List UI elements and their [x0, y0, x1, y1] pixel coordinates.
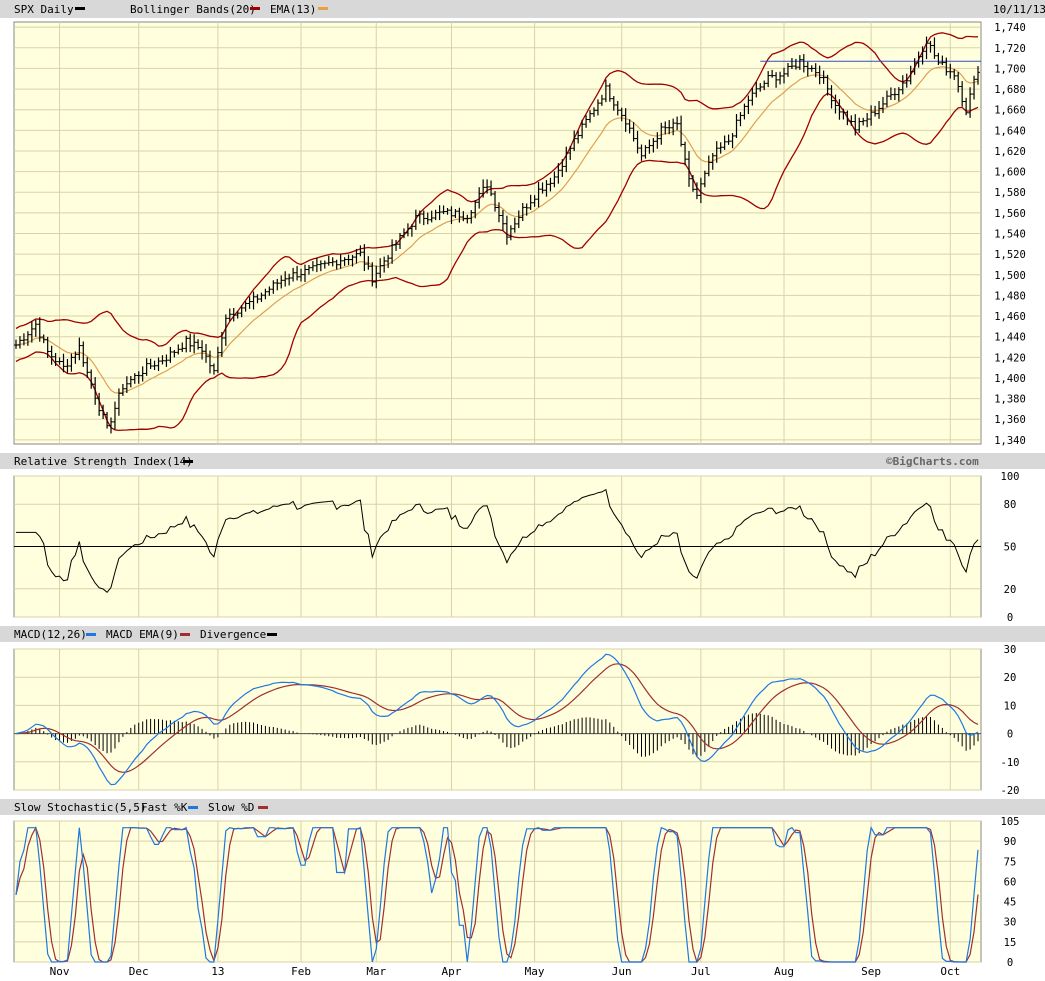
y-tick-label: 20	[1004, 672, 1017, 684]
bollinger-upper-line	[15, 32, 979, 347]
y-tick-label: 1,460	[994, 311, 1026, 323]
y-tick-label: 1,580	[994, 187, 1026, 199]
y-tick-label: 1,360	[994, 414, 1026, 426]
divergence-label: Divergence	[200, 628, 266, 641]
y-tick-label: 1,620	[994, 146, 1026, 158]
chart-marks: Nov Dec 13 Feb Mar Apr May Jun Jul Aug Sep Oct 1,340…	[14, 22, 1026, 978]
fastk-label: Fast %K	[141, 801, 188, 814]
bollinger-lower-line	[15, 92, 979, 432]
y-tick-label: 1,720	[994, 43, 1026, 55]
bollinger-label: Bollinger Bands(20)	[130, 3, 256, 16]
y-tick-label: 1,480	[994, 290, 1026, 302]
macd-ema-swatch	[180, 633, 190, 636]
slowd-swatch	[258, 806, 268, 809]
macd-panel	[13, 648, 982, 791]
y-tick-label: 0	[1007, 612, 1013, 624]
macd-line	[15, 653, 979, 786]
y-tick-label: 1,740	[994, 22, 1026, 34]
y-tick-label: 100	[1001, 471, 1020, 483]
y-tick-label: 45	[1004, 897, 1017, 909]
y-tick-label: 105	[1001, 816, 1020, 828]
slow-d-line	[15, 826, 979, 964]
month-label: Jun	[612, 965, 632, 978]
y-tick-label: -10	[1001, 757, 1020, 769]
month-label: Aug	[774, 965, 794, 978]
stoch-label: Slow Stochastic(5,5)	[14, 801, 146, 814]
y-tick-label: 1,440	[994, 332, 1026, 344]
y-tick-label: 15	[1004, 937, 1017, 949]
y-tick-label: 75	[1004, 856, 1017, 868]
price-panel	[13, 21, 982, 445]
symbol-label: SPX Daily	[14, 3, 74, 16]
month-label: Oct	[940, 965, 960, 978]
macd-label: MACD(12,26)	[14, 628, 87, 641]
y-tick-label: 1,540	[994, 229, 1026, 241]
y-tick-label: 1,340	[994, 435, 1026, 447]
y-tick-label: 90	[1004, 836, 1017, 848]
y-tick-label: 0	[1007, 957, 1013, 969]
bollinger-swatch	[250, 7, 260, 10]
y-tick-label: 50	[1004, 542, 1017, 554]
price-legend-swatch	[75, 7, 85, 10]
y-tick-label: 1,420	[994, 352, 1026, 364]
macd-panel-header	[0, 626, 1045, 642]
y-tick-label: 1,680	[994, 84, 1026, 96]
y-tick-label: 30	[1004, 917, 1017, 929]
fast-k-line	[15, 825, 979, 963]
y-tick-label: 1,660	[994, 105, 1026, 117]
y-tick-label: 60	[1004, 876, 1017, 888]
y-tick-label: 1,520	[994, 249, 1026, 261]
y-tick-label: 1,500	[994, 270, 1026, 282]
month-label: Mar	[366, 965, 386, 978]
y-tick-label: 80	[1004, 499, 1017, 511]
stoch-panel	[13, 820, 982, 963]
y-tick-label: 1,640	[994, 125, 1026, 137]
month-label: Sep	[861, 965, 881, 978]
month-label: May	[525, 965, 545, 978]
macd-ema-label: MACD EMA(9)	[106, 628, 179, 641]
price-panel-header	[0, 0, 1045, 18]
rsi-label: Relative Strength Index(14)	[14, 455, 193, 468]
fastk-swatch	[188, 806, 198, 809]
month-label: Feb	[291, 965, 311, 978]
rsi-swatch	[183, 460, 193, 463]
divergence-swatch	[267, 633, 277, 636]
chart-date: 10/11/13	[993, 3, 1045, 16]
month-label: Apr	[442, 965, 462, 978]
rsi-panel-header	[0, 453, 1045, 469]
y-tick-label: 0	[1007, 729, 1013, 741]
macd-swatch	[86, 633, 96, 636]
y-tick-label: 30	[1004, 644, 1017, 656]
month-label: Dec	[129, 965, 149, 978]
month-label: 13	[211, 965, 224, 978]
y-tick-label: 10	[1004, 700, 1017, 712]
ema-swatch	[318, 7, 328, 10]
macd-ema-line	[15, 663, 979, 773]
rsi-line	[16, 488, 979, 594]
stoch-panel-header	[0, 799, 1045, 815]
y-tick-label: 1,400	[994, 373, 1026, 385]
watermark: ©BigCharts.com	[886, 455, 979, 468]
y-tick-label: -20	[1001, 785, 1020, 797]
y-tick-label: 1,600	[994, 167, 1026, 179]
month-label: Nov	[50, 965, 70, 978]
ema-label: EMA(13)	[270, 3, 316, 16]
slowd-label: Slow %D	[208, 801, 254, 814]
month-label: Jul	[691, 965, 711, 978]
y-tick-label: 1,380	[994, 394, 1026, 406]
ema-line	[15, 66, 979, 394]
y-tick-label: 20	[1004, 584, 1017, 596]
y-tick-label: 1,560	[994, 208, 1026, 220]
y-tick-label: 1,700	[994, 63, 1026, 75]
